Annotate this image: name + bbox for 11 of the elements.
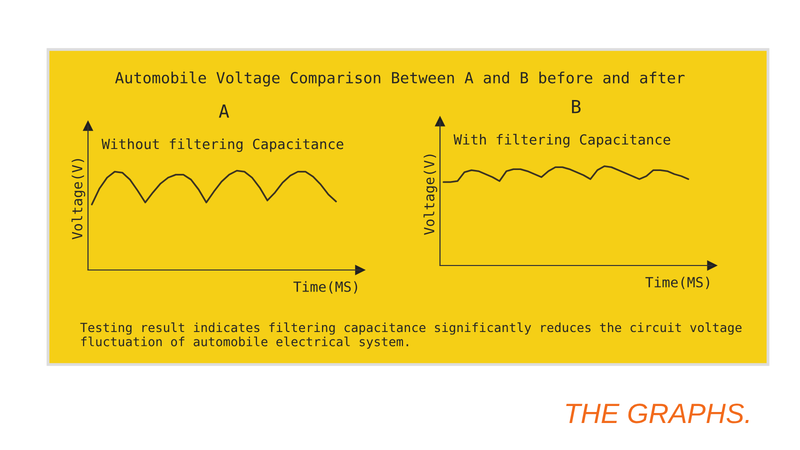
y-axis-title: Voltage(V): [72, 159, 86, 240]
chart-subtitle: Without filtering Capacitance: [102, 138, 344, 152]
text: Testing result indicates filtering capacitance significantly reduces the circuit voltage fluctuation of automobile electrical system.: [80, 322, 742, 349]
y-axis-title: Voltage(V): [424, 154, 438, 235]
text: THE GRAPHS.: [566, 404, 749, 424]
x-axis-title: Time(MS): [645, 276, 710, 290]
x-axis-title: Time(MS): [293, 281, 358, 294]
chart-subtitle: With filtering Capacitance: [454, 134, 670, 148]
chart-title: B: [572, 100, 581, 114]
text: Automobile Voltage Comparison Between A and B before and after: [115, 72, 685, 87]
chart-title: A: [218, 104, 230, 118]
